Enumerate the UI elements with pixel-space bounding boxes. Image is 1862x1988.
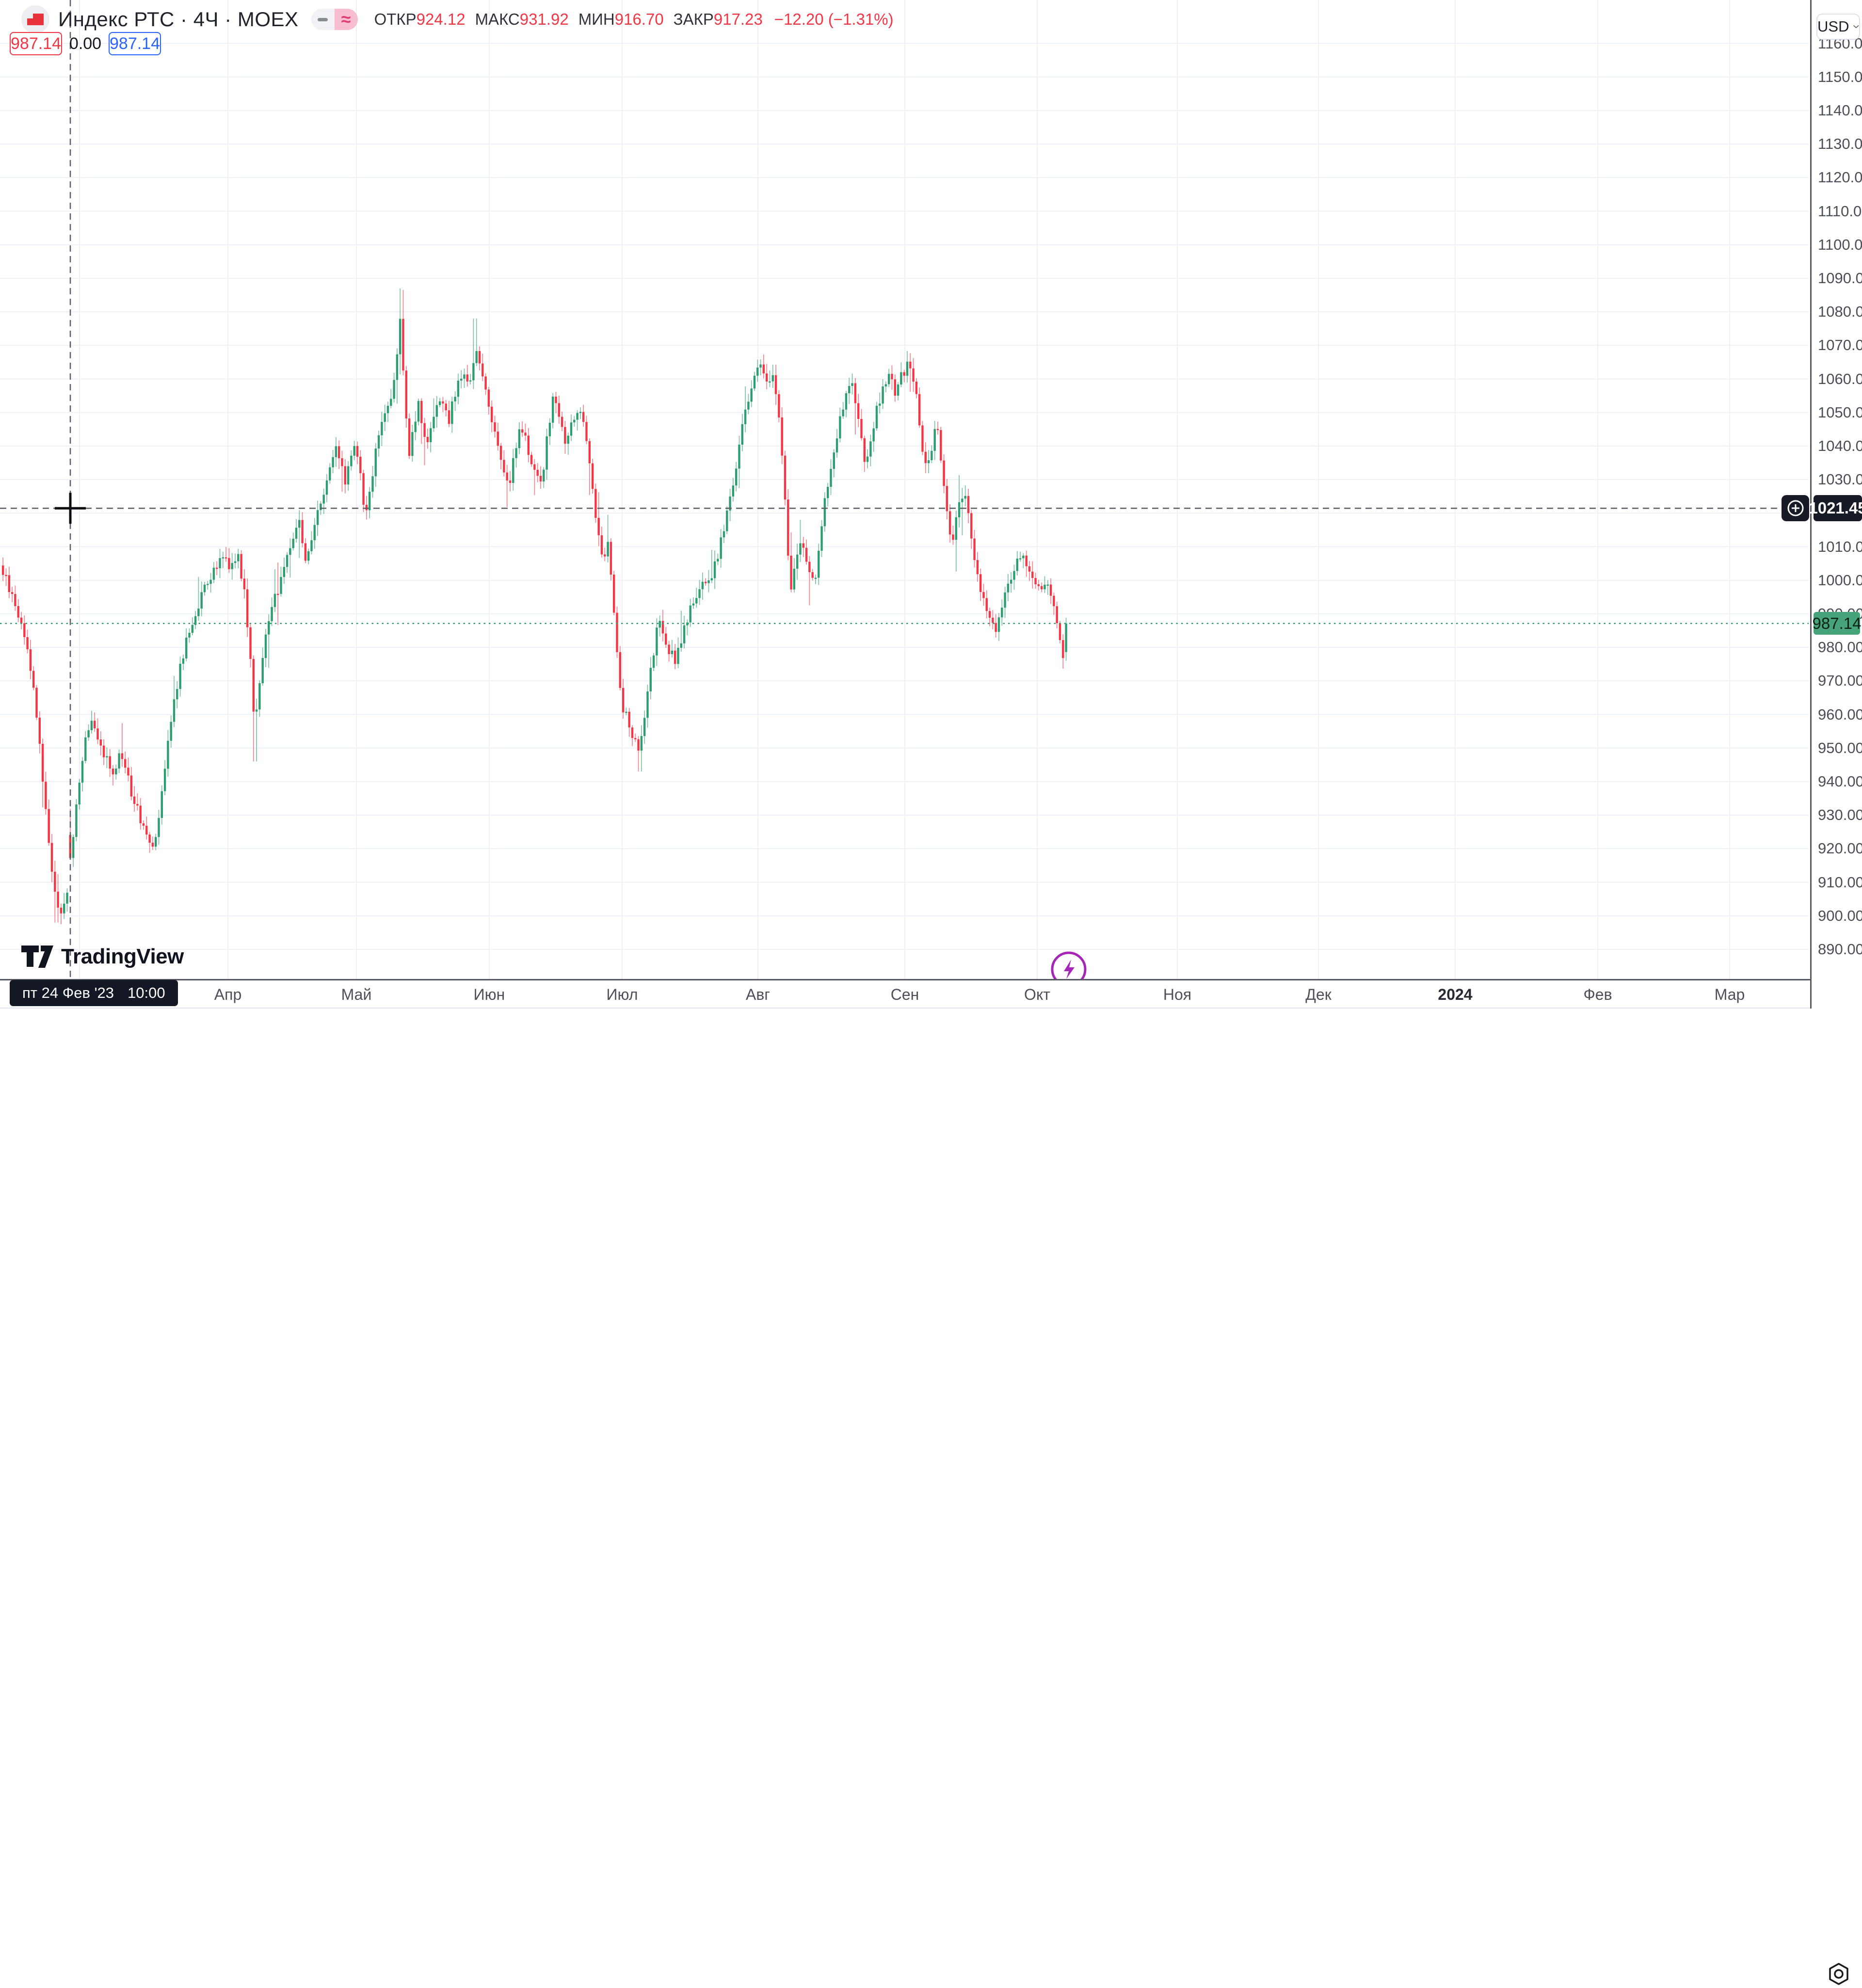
price-tick-label: 1050.00 — [1818, 403, 1862, 421]
tradingview-mark-icon — [21, 946, 53, 968]
time-axis-label: Апр — [214, 986, 242, 1003]
time-axis-label: Авг — [745, 986, 770, 1003]
price-tick-label: 1040.00 — [1818, 437, 1862, 454]
market-status-pills: ≈ — [311, 9, 358, 30]
price-tick-label: 950.00 — [1818, 739, 1862, 756]
price-tick-label: 890.00 — [1818, 940, 1862, 958]
price-tick-label: 960.00 — [1818, 705, 1862, 723]
tradingview-logo-text: TradingView — [61, 945, 184, 968]
delayed-data-pill[interactable]: ≈ — [334, 9, 358, 30]
market-closed-pill[interactable] — [311, 9, 335, 30]
crosshair-time: 10:00 — [127, 984, 165, 1001]
currency-label: USD — [1817, 18, 1849, 35]
price-tick-label: 1110.00 — [1818, 202, 1862, 220]
time-axis-label: 2024 — [1438, 986, 1473, 1003]
price-tick-label: 1030.00 — [1818, 471, 1862, 488]
price-tick-label: 1120.00 — [1818, 169, 1862, 186]
time-axis-label: Мар — [1714, 986, 1745, 1003]
sell-price-button[interactable]: 987.14 — [10, 32, 62, 55]
gear-icon — [1829, 1963, 1848, 1985]
price-axis[interactable]: USD 1160.001150.001140.001130.001120.001… — [1809, 0, 1862, 1009]
time-axis-label: Окт — [1024, 986, 1050, 1003]
high-value: 931.92 — [519, 10, 569, 28]
price-tick-label: 920.00 — [1818, 840, 1862, 857]
last-price-badge: 987.14 — [1813, 612, 1861, 635]
crosshair-price-badge: 1021.45 — [1809, 495, 1862, 522]
buy-price-button[interactable]: 987.14 — [109, 32, 161, 55]
candlestick-chart[interactable] — [0, 0, 1809, 979]
time-axis-label: Июл — [606, 986, 638, 1003]
crosshair-time-badge: пт 24 Фев '23 10:00 — [10, 980, 178, 1006]
time-axis-label: Дек — [1305, 986, 1332, 1003]
price-tick-label: 1140.00 — [1818, 101, 1862, 119]
price-tick-label: 910.00 — [1818, 873, 1862, 891]
change-value: −12.20 (−1.31%) — [774, 10, 894, 28]
low-value: 916.70 — [614, 10, 664, 28]
price-tick-label: 1000.00 — [1818, 571, 1862, 589]
close-label: ЗАКР — [673, 10, 714, 28]
price-tick-label: 970.00 — [1818, 672, 1862, 689]
spread-value: 0.00 — [69, 34, 102, 53]
close-value: 917.23 — [713, 10, 763, 28]
time-axis-label: Сен — [890, 986, 919, 1003]
wave-icon: ≈ — [341, 9, 351, 29]
minus-icon — [318, 17, 328, 21]
add-alert-button[interactable] — [1782, 495, 1809, 522]
symbol-logo[interactable] — [21, 5, 49, 33]
trade-buttons: 987.14 0.00 987.14 — [10, 32, 161, 55]
time-axis-settings-button[interactable] — [1826, 1962, 1851, 1988]
price-tick-label: 1130.00 — [1818, 135, 1862, 153]
price-tick-label: 1010.00 — [1818, 538, 1862, 555]
tradingview-logo[interactable]: TradingView — [21, 945, 184, 969]
circle-plus-icon — [1787, 500, 1803, 516]
price-tick-label: 980.00 — [1818, 639, 1862, 656]
chevron-down-icon — [1853, 25, 1859, 29]
time-axis[interactable]: Апр Май Июн Июл Авг Сен Окт Ноя Дек 2024 Фев Мар — [0, 979, 1862, 1985]
price-tick-label: 1150.00 — [1818, 68, 1862, 85]
open-label: ОТКР — [374, 10, 417, 28]
price-tick-label: 1090.00 — [1818, 269, 1862, 287]
time-axis-label: Фев — [1583, 986, 1612, 1003]
ohlc-readout: ОТКР 924.12 МАКС 931.92 МИН 916.70 ЗАКР … — [374, 10, 894, 29]
rts-index-icon — [27, 14, 44, 25]
symbol-header: Индекс РТС · 4Ч · MOEX ≈ ОТКР 924.12 МАК… — [21, 5, 894, 34]
currency-selector[interactable]: USD — [1816, 14, 1860, 40]
symbol-title[interactable]: Индекс РТС · 4Ч · MOEX — [58, 8, 299, 31]
price-tick-label: 1070.00 — [1818, 337, 1862, 354]
crosshair-date: пт 24 Фев '23 — [22, 984, 114, 1001]
time-axis-label: Июн — [473, 986, 505, 1003]
time-axis-label: Ноя — [1163, 986, 1192, 1003]
price-tick-label: 940.00 — [1818, 772, 1862, 790]
high-label: МАКС — [475, 10, 520, 28]
low-label: МИН — [578, 10, 615, 28]
price-tick-label: 930.00 — [1818, 806, 1862, 824]
price-tick-label: 900.00 — [1818, 907, 1862, 924]
price-tick-label: 1080.00 — [1818, 303, 1862, 321]
price-tick-label: 1100.00 — [1818, 236, 1862, 253]
price-tick-label: 1060.00 — [1818, 370, 1862, 387]
time-axis-label: Май — [341, 986, 372, 1003]
open-value: 924.12 — [416, 10, 466, 28]
